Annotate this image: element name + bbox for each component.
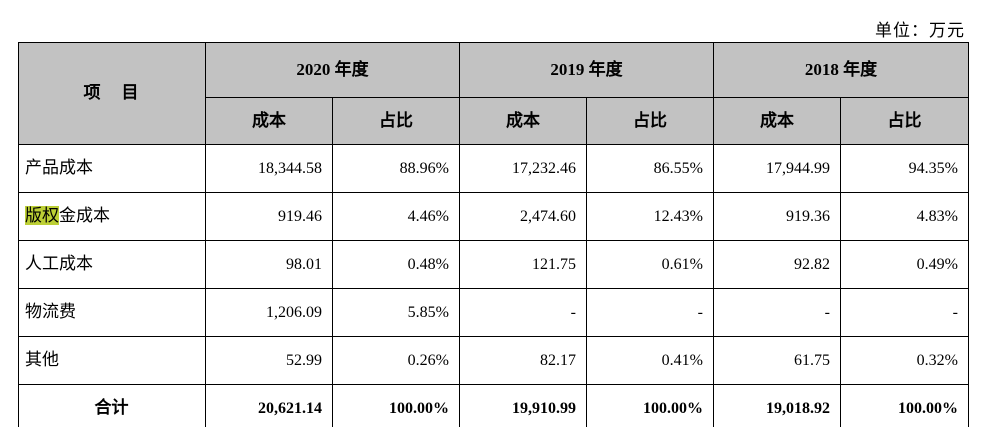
total-cost-2020: 20,621.14 (205, 384, 333, 427)
cell-ratio-2020: 88.96% (332, 144, 460, 193)
table-row-other: 其他 52.99 0.26% 82.17 0.41% 61.75 0.32% (18, 336, 969, 385)
cell-cost-2020: 18,344.58 (205, 144, 333, 193)
cell-cost-2018: 17,944.99 (713, 144, 841, 193)
cell-ratio-2018: - (840, 288, 969, 337)
cell-cost-2019: - (459, 288, 587, 337)
subheader-ratio-2018: 占比 (840, 97, 969, 145)
cell-cost-2018: - (713, 288, 841, 337)
table-row-logistics-fee: 物流费 1,206.09 5.85% - - - - (18, 288, 969, 337)
row-item-label: 其他 (18, 336, 206, 385)
subheader-ratio-2019: 占比 (586, 97, 714, 145)
table-row-product-cost: 产品成本 18,344.58 88.96% 17,232.46 86.55% 1… (18, 144, 969, 193)
cell-ratio-2020: 4.46% (332, 192, 460, 241)
cell-ratio-2020: 5.85% (332, 288, 460, 337)
total-ratio-2019: 100.00% (586, 384, 714, 427)
year-header-2019: 2019 年度 (459, 42, 714, 98)
cell-cost-2018: 919.36 (713, 192, 841, 241)
cell-ratio-2018: 0.49% (840, 240, 969, 289)
cell-ratio-2019: 0.41% (586, 336, 714, 385)
cell-cost-2018: 92.82 (713, 240, 841, 289)
subheader-ratio-2020: 占比 (332, 97, 460, 145)
subheader-row: 成本 占比 成本 占比 成本 占比 (19, 97, 969, 145)
unit-label: 单位：万元 (875, 21, 965, 40)
total-cost-2018: 19,018.92 (713, 384, 841, 427)
cell-cost-2019: 121.75 (459, 240, 587, 289)
total-ratio-2018: 100.00% (840, 384, 969, 427)
cell-cost-2019: 2,474.60 (459, 192, 587, 241)
subheader-cost-2020: 成本 (205, 97, 333, 145)
cell-cost-2019: 17,232.46 (459, 144, 587, 193)
year-header-2018: 2018 年度 (713, 42, 969, 98)
row-item-label-rest: 金成本 (59, 206, 110, 226)
cell-cost-2020: 98.01 (205, 240, 333, 289)
row-item-label: 人工成本 (18, 240, 206, 289)
cell-ratio-2018: 94.35% (840, 144, 969, 193)
row-item-label: 物流费 (18, 288, 206, 337)
cell-ratio-2018: 0.32% (840, 336, 969, 385)
cell-ratio-2019: 0.61% (586, 240, 714, 289)
cell-cost-2018: 61.75 (713, 336, 841, 385)
table-row-labor-cost: 人工成本 98.01 0.48% 121.75 0.61% 92.82 0.49… (18, 240, 969, 289)
subheader-cost-2018: 成本 (713, 97, 841, 145)
total-ratio-2020: 100.00% (332, 384, 460, 427)
total-row: 合计 20,621.14 100.00% 19,910.99 100.00% 1… (18, 384, 969, 427)
row-item-label: 产品成本 (18, 144, 206, 193)
cell-ratio-2019: 12.43% (586, 192, 714, 241)
subheader-cost-2019: 成本 (459, 97, 587, 145)
total-row-label: 合计 (18, 384, 206, 427)
highlighted-text: 版权 (25, 206, 59, 226)
year-header-row: 项 目 2020 年度 2019 年度 2018 年度 (18, 42, 969, 145)
year-header-2020: 2020 年度 (205, 42, 460, 98)
cell-ratio-2019: 86.55% (586, 144, 714, 193)
cell-cost-2020: 52.99 (205, 336, 333, 385)
cell-ratio-2018: 4.83% (840, 192, 969, 241)
cell-cost-2020: 919.46 (205, 192, 333, 241)
total-cost-2019: 19,910.99 (459, 384, 587, 427)
item-column-header: 项 目 (18, 42, 206, 145)
cell-cost-2020: 1,206.09 (205, 288, 333, 337)
cell-cost-2019: 82.17 (459, 336, 587, 385)
cell-ratio-2020: 0.26% (332, 336, 460, 385)
cell-ratio-2019: - (586, 288, 714, 337)
row-item-label: 版权金成本 (18, 192, 206, 241)
cell-ratio-2020: 0.48% (332, 240, 460, 289)
table-row-royalty-cost: 版权金成本 919.46 4.46% 2,474.60 12.43% 919.3… (18, 192, 969, 241)
cost-breakdown-table: 项 目 2020 年度 2019 年度 2018 年度 成本 占比 成本 占比 … (18, 42, 969, 427)
